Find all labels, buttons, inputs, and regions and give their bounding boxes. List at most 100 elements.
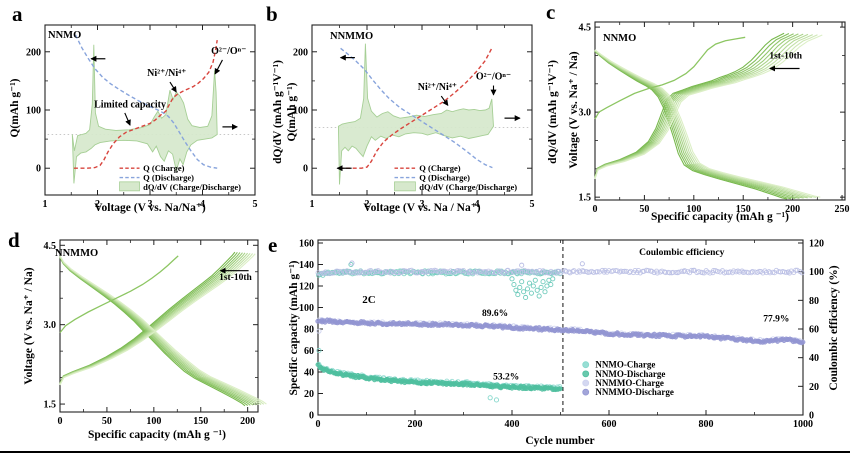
svg-text:20: 20 (809, 382, 819, 393)
svg-text:5: 5 (530, 199, 535, 210)
panel-d-title: NNMMO (55, 248, 99, 259)
svg-text:3.0: 3.0 (44, 320, 57, 331)
svg-text:O²⁻/Oⁿ⁻: O²⁻/Oⁿ⁻ (476, 72, 511, 83)
svg-text:0: 0 (36, 164, 41, 175)
panel-b-ylabel-dqdv: dQ/dV (mAh g⁻¹V⁻¹) (272, 60, 284, 164)
panel-letter-b: b (266, 2, 278, 26)
svg-text:53.2%: 53.2% (493, 373, 519, 383)
panel-b-title: NNMMO (330, 31, 374, 42)
svg-text:Ni²⁺/Ni⁴⁺: Ni²⁺/Ni⁴⁺ (418, 82, 457, 93)
svg-text:O²⁻/Oⁿ⁻: O²⁻/Oⁿ⁻ (211, 46, 246, 57)
svg-text:200: 200 (408, 419, 423, 430)
svg-text:Q (Discharge): Q (Discharge) (143, 173, 194, 183)
svg-text:2C: 2C (362, 294, 376, 306)
svg-text:1.5: 1.5 (579, 193, 592, 204)
panel-d-xlabel: Specific capacity (mAh g ⁻¹) (88, 429, 226, 441)
svg-text:0: 0 (316, 419, 321, 430)
svg-text:200: 200 (240, 416, 255, 427)
svg-text:Q (Discharge): Q (Discharge) (419, 173, 470, 183)
svg-text:150: 150 (193, 416, 208, 427)
panel-a-title: NNMO (48, 30, 82, 41)
svg-text:120: 120 (299, 282, 314, 293)
svg-text:200: 200 (26, 47, 41, 58)
svg-text:4: 4 (475, 199, 480, 210)
svg-text:1st-10th: 1st-10th (769, 51, 802, 61)
svg-text:600: 600 (602, 419, 617, 430)
svg-text:20: 20 (304, 389, 314, 400)
svg-text:0: 0 (309, 411, 314, 422)
svg-text:250: 250 (835, 204, 850, 215)
svg-text:1: 1 (310, 199, 315, 210)
svg-text:Q (Charge): Q (Charge) (143, 163, 184, 173)
svg-text:2: 2 (95, 199, 100, 210)
svg-text:Limited capacity: Limited capacity (94, 100, 166, 111)
svg-text:40: 40 (809, 353, 819, 364)
svg-text:4.5: 4.5 (579, 23, 592, 34)
svg-text:150: 150 (736, 204, 751, 215)
panel-b-ylabel-right: dQ/dV (mAh g⁻¹V⁻¹) (547, 60, 559, 164)
svg-text:0: 0 (303, 164, 308, 175)
svg-text:400: 400 (505, 419, 520, 430)
panel-c-ylabel: Voltage (V vs. Na⁺ / Na) (568, 51, 580, 169)
panel-c-title: NNMO (603, 33, 637, 44)
svg-text:80: 80 (304, 325, 314, 336)
svg-text:60: 60 (809, 325, 819, 336)
svg-text:1: 1 (43, 199, 48, 210)
svg-text:Ni²⁺/Ni⁴⁺: Ni²⁺/Ni⁴⁺ (147, 68, 186, 79)
svg-text:dQ/dV (Charge/Discharge): dQ/dV (Charge/Discharge) (419, 182, 517, 192)
svg-text:100: 100 (686, 204, 701, 215)
svg-text:1.5: 1.5 (44, 400, 57, 411)
svg-text:dQ/dV (Charge/Discharge): dQ/dV (Charge/Discharge) (143, 182, 241, 192)
svg-text:4: 4 (200, 199, 205, 210)
panel-e-ylabel-right: Coulombic efficiency (%) (828, 265, 840, 391)
svg-text:3: 3 (148, 199, 153, 210)
panel-c-xlabel: Specific capacity (mAh g ⁻¹) (651, 211, 789, 223)
svg-text:100: 100 (146, 416, 161, 427)
panel-letter-c: c (546, 0, 556, 24)
figure-bottom-rule (0, 451, 850, 453)
svg-text:89.6%: 89.6% (482, 309, 508, 319)
svg-text:800: 800 (699, 419, 714, 430)
svg-text:1000: 1000 (793, 419, 813, 430)
svg-text:60: 60 (304, 346, 314, 357)
panel-d-ylabel: Voltage (V vs. Na⁺ / Na) (23, 267, 35, 385)
svg-text:3: 3 (420, 199, 425, 210)
svg-text:NNMMO-Charge: NNMMO-Charge (595, 378, 663, 388)
panel-b-xlabel: Voltage (V vs. Na / Na⁺) (363, 202, 481, 214)
svg-text:Q (Charge): Q (Charge) (419, 163, 460, 173)
svg-text:140: 140 (299, 260, 314, 271)
panel-letter-d: d (8, 228, 20, 252)
svg-text:100: 100 (26, 106, 41, 117)
svg-text:Coulombic efficiency: Coulombic efficiency (639, 248, 724, 258)
panel-e-ylabel-left: Specific capacity (mAh g⁻¹) (288, 260, 300, 396)
svg-text:160: 160 (299, 239, 314, 250)
svg-text:40: 40 (304, 368, 314, 379)
svg-text:200: 200 (785, 204, 800, 215)
svg-text:0: 0 (58, 416, 63, 427)
panel-a-xlabel: Voltage (V vs. Na/Na⁺) (94, 202, 206, 214)
svg-text:0: 0 (809, 411, 814, 422)
svg-text:1st-10th: 1st-10th (219, 273, 252, 283)
svg-text:100: 100 (299, 303, 314, 314)
svg-text:NNMO-Charge: NNMO-Charge (595, 360, 655, 370)
panel-e-xlabel: Cycle number (525, 435, 595, 447)
svg-text:NNMO-Discharge: NNMO-Discharge (595, 369, 665, 379)
svg-text:4.5: 4.5 (44, 241, 57, 252)
panel-b-ylabel-q: Q(mAh g⁻¹) (286, 82, 298, 142)
svg-text:2: 2 (365, 199, 370, 210)
svg-text:120: 120 (809, 239, 824, 250)
svg-text:200: 200 (293, 47, 308, 58)
svg-text:77.9%: 77.9% (763, 314, 789, 324)
svg-text:NNMMO-Discharge: NNMMO-Discharge (595, 387, 673, 397)
panel-letter-a: a (12, 2, 23, 26)
svg-text:50: 50 (102, 416, 112, 427)
panel-a-ylabel: Q(mAh g⁻¹) (9, 78, 21, 138)
svg-text:100: 100 (293, 106, 308, 117)
svg-text:0: 0 (593, 204, 598, 215)
svg-text:50: 50 (639, 204, 649, 215)
svg-text:3.0: 3.0 (579, 108, 592, 119)
panel-letter-e: e (268, 233, 278, 257)
svg-text:80: 80 (809, 296, 819, 307)
